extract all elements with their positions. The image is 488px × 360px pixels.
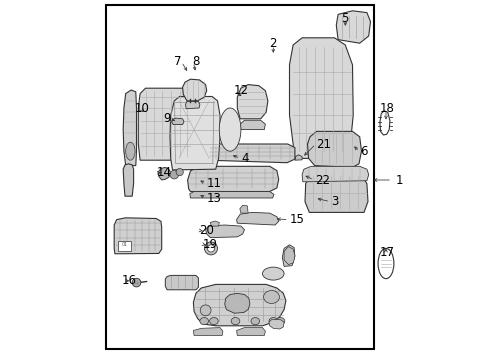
Polygon shape [123, 90, 136, 166]
Text: 14: 14 [156, 166, 171, 179]
Text: 17: 17 [378, 246, 393, 258]
Polygon shape [114, 218, 162, 254]
Ellipse shape [209, 318, 218, 325]
Polygon shape [268, 320, 284, 329]
Ellipse shape [125, 142, 135, 160]
Text: 16: 16 [122, 274, 137, 287]
Ellipse shape [207, 245, 214, 252]
Polygon shape [158, 167, 170, 180]
Polygon shape [237, 85, 267, 119]
Ellipse shape [176, 168, 183, 176]
Bar [106, 5, 373, 349]
Polygon shape [185, 102, 200, 109]
Polygon shape [236, 328, 265, 336]
Text: 9: 9 [163, 112, 170, 125]
Text: 20: 20 [199, 224, 214, 237]
Polygon shape [193, 328, 223, 336]
Text: 12: 12 [233, 84, 248, 96]
Text: 22: 22 [314, 174, 329, 186]
Text: 3: 3 [330, 195, 338, 208]
Text: 01: 01 [122, 242, 128, 247]
Polygon shape [205, 225, 244, 238]
Text: 13: 13 [206, 192, 221, 204]
Polygon shape [182, 79, 206, 101]
Bar [118, 241, 131, 251]
Ellipse shape [132, 278, 141, 287]
Polygon shape [305, 173, 367, 212]
Ellipse shape [250, 318, 259, 325]
Polygon shape [224, 293, 249, 313]
Polygon shape [336, 11, 370, 43]
Text: 11: 11 [206, 177, 221, 190]
Polygon shape [289, 38, 352, 158]
Ellipse shape [276, 318, 284, 325]
Polygon shape [170, 96, 220, 170]
Ellipse shape [377, 248, 393, 279]
Text: 4: 4 [241, 152, 248, 165]
Polygon shape [123, 164, 133, 196]
Polygon shape [284, 247, 294, 265]
Polygon shape [240, 120, 265, 130]
Ellipse shape [219, 108, 241, 151]
Polygon shape [302, 166, 368, 182]
Text: 10: 10 [134, 102, 149, 114]
Text: 6: 6 [359, 145, 366, 158]
Polygon shape [294, 155, 302, 160]
Polygon shape [282, 245, 294, 266]
Polygon shape [307, 131, 361, 167]
Polygon shape [239, 205, 247, 213]
Text: 8: 8 [192, 55, 199, 68]
Ellipse shape [268, 318, 277, 325]
Text: 1: 1 [395, 174, 403, 186]
Ellipse shape [200, 318, 208, 325]
Ellipse shape [170, 170, 178, 179]
Text: 21: 21 [316, 138, 331, 150]
Ellipse shape [204, 242, 217, 255]
Ellipse shape [263, 291, 279, 303]
Polygon shape [138, 88, 190, 160]
Ellipse shape [262, 267, 284, 280]
Text: 15: 15 [289, 213, 304, 226]
Polygon shape [379, 111, 389, 135]
Polygon shape [208, 144, 294, 163]
Polygon shape [189, 192, 273, 198]
Polygon shape [236, 212, 278, 225]
Text: 18: 18 [379, 102, 393, 114]
Polygon shape [193, 284, 285, 326]
Polygon shape [187, 166, 278, 192]
Text: 2: 2 [269, 37, 277, 50]
Text: 7: 7 [174, 55, 181, 68]
Ellipse shape [200, 305, 211, 316]
Ellipse shape [231, 318, 239, 325]
Text: 19: 19 [203, 238, 218, 251]
Polygon shape [171, 118, 183, 125]
Polygon shape [165, 275, 198, 290]
Text: 5: 5 [341, 12, 348, 24]
Polygon shape [210, 221, 219, 226]
